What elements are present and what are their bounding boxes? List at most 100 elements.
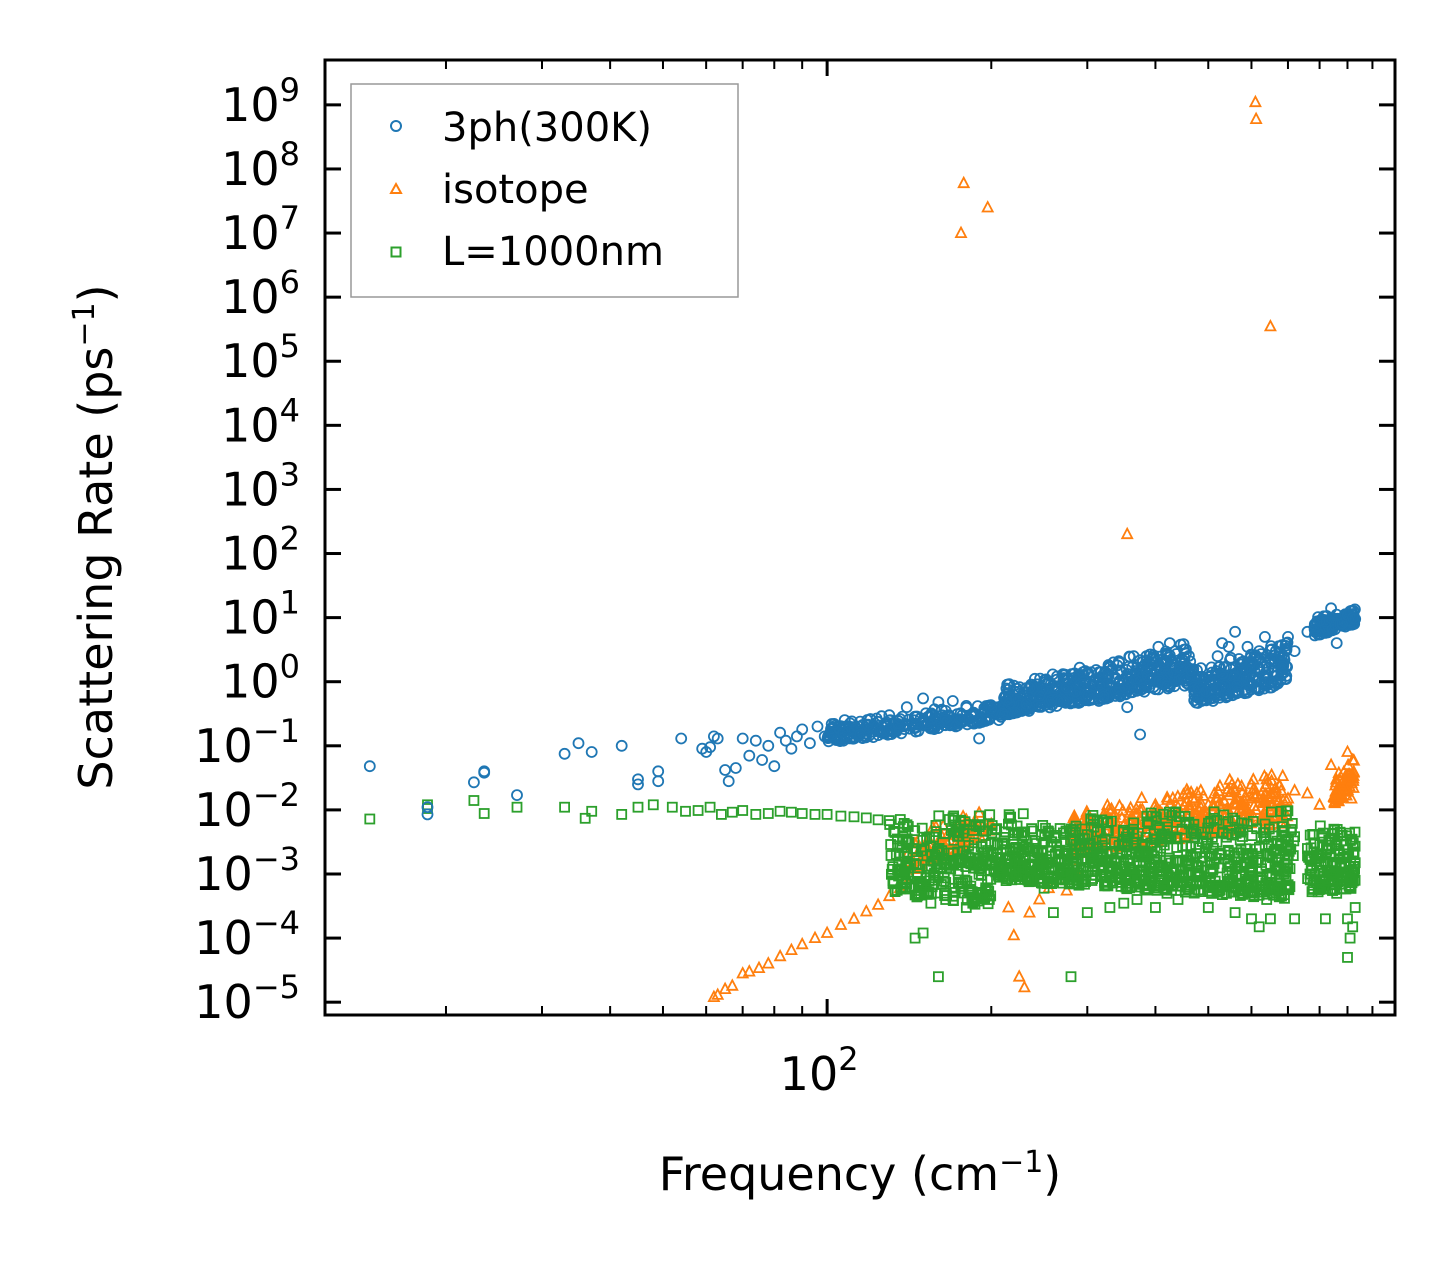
3ph-300k-point [467,776,480,789]
l-1000nm-point [930,887,942,899]
l-1000nm-point [1165,831,1177,843]
isotope-point [1236,797,1250,810]
plot-area [363,94,1362,1002]
y-axis-title: Scattering Rate (ps−1) [67,284,123,789]
3ph-300k-point [1235,656,1248,669]
isotope-point [1220,802,1233,815]
l-1000nm-point [996,858,1008,869]
l-1000nm-point [1261,894,1273,905]
3ph-300k-point [1163,637,1176,649]
3ph-300k-point [960,700,973,712]
l-1000nm-point [1144,874,1155,886]
l-1000nm-point [1183,883,1195,895]
legend-label-3ph: 3ph(300K) [442,105,652,151]
3ph-300k-point [881,728,894,741]
l-1000nm-point [1048,861,1059,873]
l-1000nm-point [1007,843,1019,855]
3ph-300k-point [902,713,915,726]
x-tick-label: 102 [780,1040,859,1101]
l-1000nm-point [1263,839,1274,850]
y-tick-label: 101 [221,584,300,645]
3ph-300k-point [1100,678,1113,691]
l-1000nm-point [1253,921,1265,933]
isotope-point [1328,795,1342,809]
l-1000nm-point [1177,876,1189,887]
isotope-point [1262,791,1276,804]
l-1000nm-point [973,863,985,875]
l-1000nm-point [1266,806,1277,818]
l-1000nm-point [1042,870,1054,882]
l-1000nm-point [917,927,929,939]
3ph-300k-point [1259,631,1271,643]
l-1000nm-point [1197,836,1208,847]
3ph-300k-point [1134,728,1146,741]
l-1000nm-point [1332,876,1343,887]
isotope-point [808,930,822,943]
l-1000nm-point [1117,826,1129,838]
l-1000nm-point [926,848,938,860]
l-1000nm-point [1282,882,1294,894]
y-tick-labels: 10−510−410−310−210−110010110210310410510… [194,71,300,1029]
isotope-point [1201,797,1215,810]
l-1000nm-point [1155,831,1167,843]
l-1000nm-point [1181,817,1192,828]
l-1000nm-point [938,828,950,840]
l-1000nm-point [1322,843,1334,854]
l-1000nm-point [1025,858,1037,870]
l-1000nm-point [1004,813,1015,824]
3ph-300k-point [1146,659,1159,672]
3ph-300k-point [421,801,434,814]
isotope-point [871,897,885,910]
isotope-point [1246,808,1260,822]
l-1000nm-point [1019,830,1030,841]
l-1000nm-point [997,837,1008,849]
l-1000nm-point [959,874,971,886]
3ph-300k-point [1281,661,1293,673]
3ph-300k-point [1025,680,1038,693]
legend-label-l1000nm: L=1000nm [442,229,664,275]
l-1000nm-point [647,799,659,811]
3ph-300k-point [1023,682,1036,694]
3ph-300k-point [1258,682,1270,695]
3ph-300k-point [1043,696,1056,709]
3ph-300k-point [892,718,905,730]
y-tick-label: 106 [221,263,300,324]
y-tick-label: 103 [221,455,300,516]
l-1000nm-point [1347,921,1359,933]
3ph-300k-point [864,713,877,726]
3ph-300k-point [1288,645,1301,657]
3ph-300k-point [1020,698,1033,710]
3ph-300k-point [1033,690,1046,702]
l-1000nm-point [1326,860,1338,872]
l-1000nm-point [1149,850,1160,862]
l-1000nm-point [1314,874,1325,886]
3ph-300k-point [1180,647,1192,660]
l-1000nm-point [930,826,942,837]
3ph-300k-point [900,701,913,714]
3ph-300k-point [1093,679,1106,692]
3ph-300k-point [854,728,867,741]
l-1000nm-point [885,850,897,861]
l-1000nm-point [796,808,808,819]
l-1000nm-point [1150,815,1162,826]
l-1000nm-point [1022,874,1034,886]
l-1000nm-point [1073,874,1085,886]
3ph-300k-point [1085,666,1098,679]
l-1000nm-point [985,838,997,849]
l-1000nm-point [1163,852,1175,864]
l-1000nm-point [916,822,928,834]
isotope-point [752,960,766,973]
isotope-point [1001,900,1015,913]
l-1000nm-point [1320,913,1331,925]
3ph-300k-point [939,705,952,717]
l-1000nm-point [468,795,480,806]
l-1000nm-point [1304,829,1316,841]
3ph-300k-point [1253,661,1265,674]
isotope-point [954,225,968,239]
3ph-300k-point [1152,640,1165,653]
3ph-300k-point [1107,656,1120,669]
3ph-300k-point [1057,696,1070,708]
3ph-300k-point [1310,624,1323,637]
isotope-point [1012,969,1026,982]
l-1000nm-point [1096,814,1108,826]
